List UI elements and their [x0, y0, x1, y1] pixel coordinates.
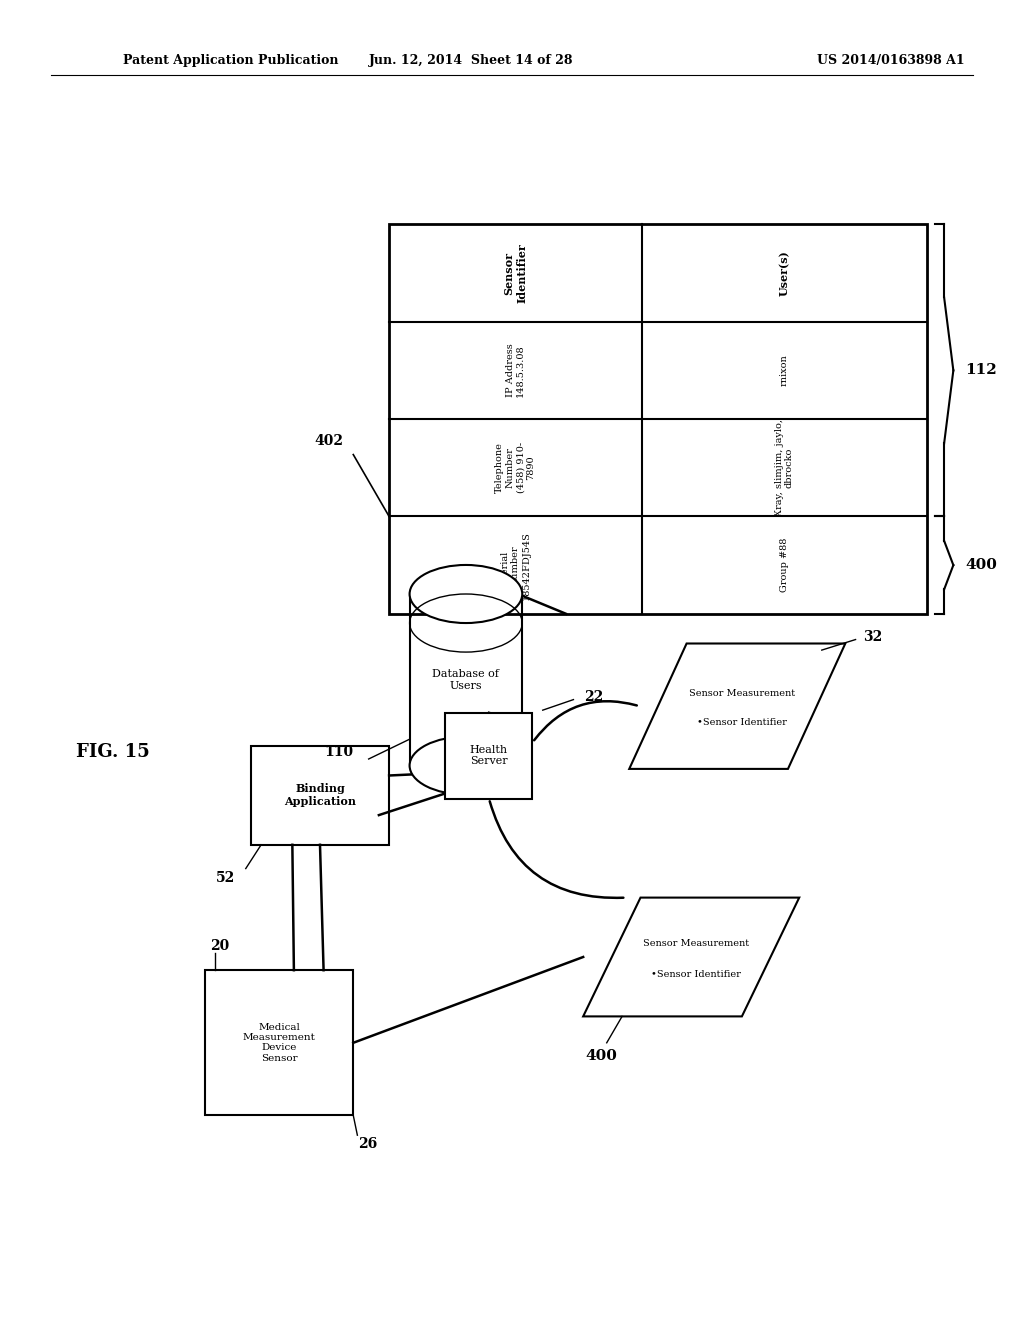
Text: 22: 22 [584, 690, 603, 704]
Text: FIG. 15: FIG. 15 [76, 743, 150, 762]
Text: US 2014/0163898 A1: US 2014/0163898 A1 [817, 54, 965, 67]
Text: Xray, slimjim, jaylo,
dbrocko: Xray, slimjim, jaylo, dbrocko [774, 420, 794, 516]
Polygon shape [584, 898, 800, 1016]
Text: Health
Server: Health Server [470, 744, 508, 767]
FancyArrowPatch shape [489, 801, 624, 898]
Text: Jun. 12, 2014  Sheet 14 of 28: Jun. 12, 2014 Sheet 14 of 28 [369, 54, 573, 67]
Text: User(s): User(s) [779, 251, 790, 296]
Text: Medical
Measurement
Device
Sensor: Medical Measurement Device Sensor [243, 1023, 315, 1063]
Polygon shape [629, 643, 846, 768]
Bar [205, 970, 353, 1115]
Bar [251, 746, 389, 845]
Text: rnixon: rnixon [779, 355, 788, 387]
Text: Sensor
Identifier: Sensor Identifier [504, 243, 527, 304]
Text: 26: 26 [358, 1138, 378, 1151]
FancyArrowPatch shape [535, 701, 637, 741]
Text: 112: 112 [966, 363, 997, 378]
Text: Binding
Application: Binding Application [284, 783, 356, 808]
Ellipse shape [410, 737, 522, 795]
Text: Serial
number
18542FDJ54S: Serial number 18542FDJ54S [501, 531, 530, 599]
Text: 400: 400 [966, 558, 997, 572]
Text: Patent Application Publication: Patent Application Publication [123, 54, 338, 67]
Text: IP Address
148.5.3.08: IP Address 148.5.3.08 [506, 343, 525, 397]
Text: 402: 402 [314, 434, 343, 449]
Text: 52: 52 [216, 871, 236, 884]
Text: 20: 20 [210, 940, 229, 953]
Text: Sensor Measurement: Sensor Measurement [689, 689, 796, 697]
Text: 32: 32 [862, 630, 882, 644]
Text: •Sensor Identifier: •Sensor Identifier [697, 718, 787, 726]
Text: •Sensor Identifier: •Sensor Identifier [651, 970, 741, 978]
Text: Sensor Measurement: Sensor Measurement [643, 940, 750, 948]
Text: Group #88: Group #88 [779, 539, 788, 593]
Bar [445, 713, 532, 799]
Text: 400: 400 [586, 1049, 617, 1063]
Text: 110: 110 [325, 746, 353, 759]
Ellipse shape [410, 565, 522, 623]
Bar [389, 224, 927, 614]
Text: Telephone
Number
(458) 910-
7890: Telephone Number (458) 910- 7890 [496, 442, 536, 494]
Text: Database of
Users: Database of Users [432, 669, 500, 690]
